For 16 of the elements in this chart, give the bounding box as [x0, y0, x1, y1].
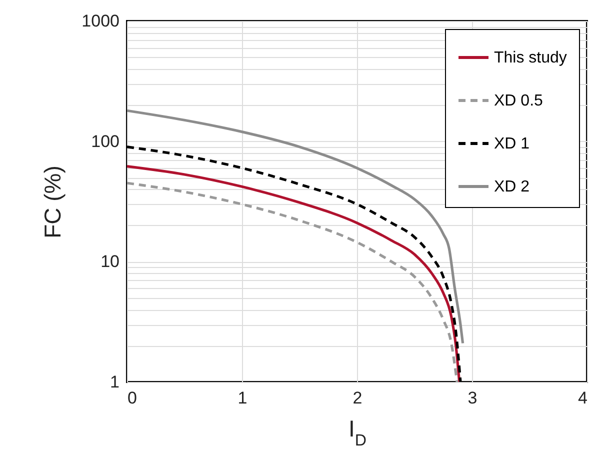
x-tick-label: 2 [352, 388, 362, 408]
y-tick-label: 100 [91, 132, 120, 151]
y-tick-label: 10 [100, 252, 120, 272]
line-series [127, 109, 464, 345]
x-axis-title: I$_{D}$ [348, 416, 367, 450]
x-tick-label: 1 [238, 388, 248, 408]
legend-label: This study [494, 50, 567, 66]
x-tick-label: 3 [468, 388, 478, 408]
legend-label: XD 2 [494, 178, 530, 196]
legend-label: XD 0.5 [494, 92, 544, 110]
x-tick-label: 4 [578, 388, 588, 408]
y-tick-label: 1000 [82, 12, 120, 30]
y-axis-title: FC (%) [40, 166, 66, 238]
legend-label: XD 1 [494, 136, 530, 152]
y-tick-label: 1 [110, 372, 120, 392]
x-tick-label: 0 [128, 388, 137, 408]
